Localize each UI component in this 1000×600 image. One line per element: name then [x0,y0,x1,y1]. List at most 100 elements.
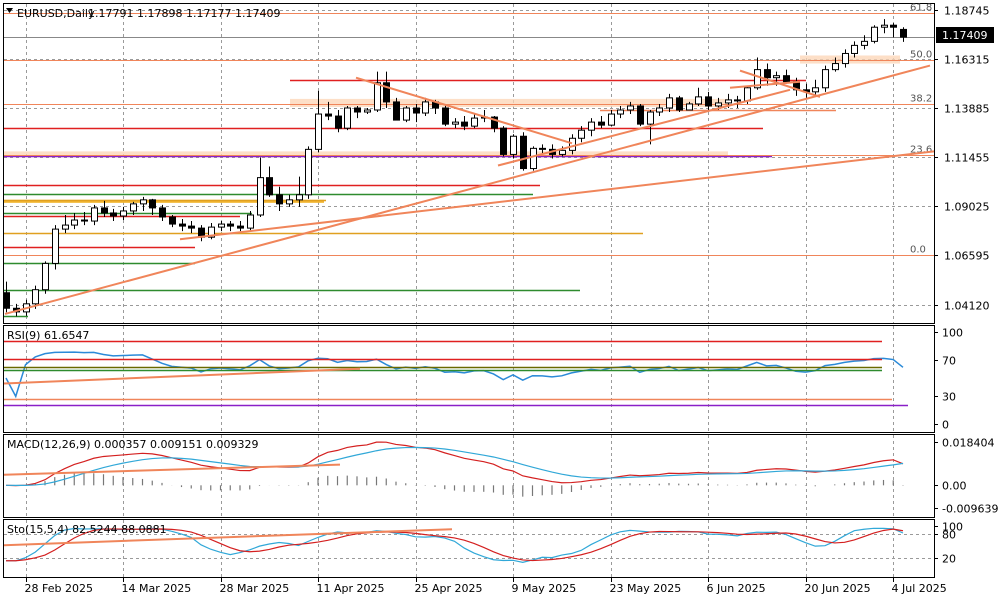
stoch-tick-label: 20 [942,553,956,566]
candle-body [364,109,371,113]
time-tick-label: 25 Apr 2025 [415,582,483,595]
candle-body [695,96,702,105]
candle-body [773,75,780,79]
candle-body [42,262,49,291]
candle-body [315,113,322,150]
trendline [4,64,931,315]
candle-body [208,226,215,238]
candle-body [140,199,147,205]
shaded-zone [4,199,324,203]
candle-body [257,177,264,216]
candle-body [52,228,59,264]
candle-body [120,210,127,217]
fib-level-label: 50.0 [910,50,932,61]
candle-body [393,101,400,121]
candle-body [530,147,537,170]
candle-body [832,63,839,71]
time-tick-label: 28 Mar 2025 [220,582,290,595]
symbol-timeframe: EURUSD,Daily [17,7,95,20]
header-triangle-icon [6,8,13,13]
rsi-line [5,351,904,399]
indicators [3,340,908,563]
candle-body [276,194,283,205]
candle-body [754,69,761,89]
fib-level-label: 0.0 [910,245,926,256]
candle-body [676,97,683,111]
rsi-tick-label: 0 [942,419,949,432]
price-tick-label: 1.11455 [944,152,990,165]
candle-body [900,28,907,38]
candle-body [374,82,381,111]
candle-body [179,223,186,227]
candle-body [578,129,585,139]
price-tick-label: 1.16315 [944,54,990,67]
fib-level-label: 23.6 [910,145,932,156]
candles [3,19,907,317]
stoch-tick-label: 80 [942,529,956,542]
candle-body [744,87,751,102]
shaded-zone [4,151,728,157]
shaded-zone [290,98,728,107]
trendline [497,88,791,167]
candle-body [247,214,254,229]
current-price-value: 1.17409 [942,29,988,42]
stoch-tick-label: 100 [942,521,963,534]
price-tick-label: 1.06595 [944,250,990,263]
candle-body [403,107,410,121]
candle-body [588,121,595,131]
candle-body [861,40,868,46]
trendline [179,150,935,241]
candle-body [656,107,663,113]
zone-layer [4,55,900,203]
rsi-label: RSI(9) 61.6547 [7,329,89,342]
candle-body [344,107,351,129]
candle-body [569,137,576,151]
time-tick-label: 9 May 2025 [512,582,577,595]
candle-body [266,177,273,196]
candle-body [91,207,98,222]
candle-body [890,24,897,28]
candle-body [637,105,644,125]
macd-label: MACD(12,26,9) 0.000357 0.009151 0.009329 [7,438,259,451]
stoch-panel-frame [3,519,935,578]
candle-body [188,225,195,229]
price-tick-label: 1.09025 [944,201,990,214]
candle-body [842,52,849,65]
macd-tick-label: 0.018404 [942,437,995,450]
candle-body [383,82,390,103]
candle-body [218,223,225,228]
candle-body [159,207,166,218]
price-panel-frame [3,3,935,324]
time-tick-label: 28 Feb 2025 [25,582,93,595]
candle-body [598,121,605,126]
candle-body [442,107,449,125]
candle-body [471,117,478,127]
candle-body [461,121,468,127]
time-tick-label: 20 Jun 2025 [805,582,871,595]
candle-body [335,115,342,129]
candle-body [559,149,566,155]
candle-body [617,109,624,115]
macd-trendline [3,463,341,476]
candle-body [296,194,303,201]
macd-main-line [5,441,904,487]
stoch-trendline [3,528,453,547]
price-tick-label: 1.13885 [944,103,990,116]
candle-body [783,75,790,83]
macd-panel-frame [3,434,935,518]
stoch-label: Sto(15,5,4) 82.5244 88.0881 [7,523,167,536]
candle-body [871,26,878,42]
current-price-tag [936,27,994,43]
price-tick-label: 1.18745 [944,5,990,18]
candle-body [705,96,712,107]
candle-body [647,111,654,125]
candle-body [71,219,78,226]
candle-body [101,207,108,214]
macd-signal-line [5,446,904,486]
time-tick-label: 23 May 2025 [610,582,682,595]
fib-level-label: 61.8 [910,3,932,14]
rsi-panel-frame [3,325,935,433]
time-tick-label: 4 Jul 2025 [892,582,947,595]
time-tick-label: 14 Mar 2025 [122,582,192,595]
